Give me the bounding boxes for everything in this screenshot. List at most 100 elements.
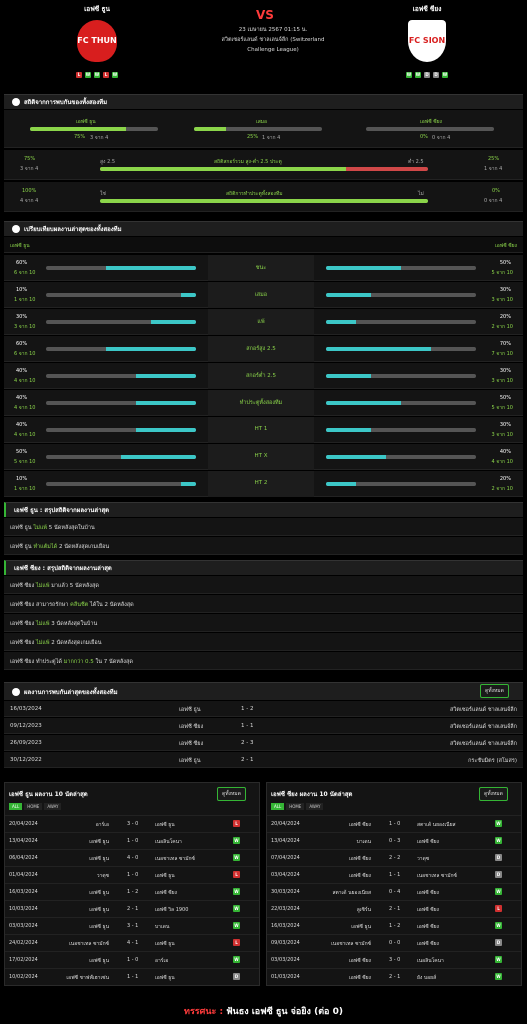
match-home: วาดุซ: [96, 873, 109, 879]
compare-header: เปรียบเทียบผลงานล่าสุดของทั้งสองทีม: [4, 221, 523, 236]
match-row[interactable]: 03/04/2024 เอฟซี ซียง 1 - 1 เนอชาเทล ซามักซ…: [267, 866, 521, 882]
summary-highlight: ไม่แพ้: [35, 640, 50, 646]
summary-text-end: 2 นัดหลังสุดเกมเยือน: [57, 544, 110, 550]
match-home: เอฟซี ธูน: [89, 958, 109, 964]
h2h-result-row[interactable]: 30/12/2022 เอฟซี ธูน 2 - 1 กระชับมิตร (สโมส…: [4, 752, 523, 768]
away-form-badge: W: [415, 72, 421, 78]
h2h-view-all-button[interactable]: ดูทั้งหมด: [480, 684, 509, 698]
summary-text: เอฟซี ซียง: [10, 640, 36, 646]
h2h-result-row[interactable]: 26/09/2023 เอฟซี ซียง 2 - 3 สวิตเซอร์แลนด์ …: [4, 735, 523, 751]
compare-row-mid: ทำประตูทั้งสองทีม: [208, 390, 314, 416]
match-score: 2 - 1: [389, 974, 401, 980]
compare-row: 50% 5 จาก 10 HT X 40% 4 จาก 10: [4, 444, 523, 470]
compare-away-bar: [326, 374, 476, 378]
summary-row: เอฟซี ซียง ไม่แพ้ 3 นัดหลังสุดในบ้าน: [4, 614, 523, 632]
match-away: เนอชาเทล ซามักซ์: [155, 856, 195, 862]
compare-row-mid: ชนะ: [208, 255, 314, 281]
h2h-result-row[interactable]: 09/12/2023 เอฟซี ซียง 1 - 1 สวิตเซอร์แลนด์ …: [4, 718, 523, 734]
compare-home-count: 4 จาก 10: [14, 378, 36, 384]
result-badge: W: [233, 922, 240, 929]
match-away: อาร์เอ: [155, 958, 169, 964]
result-score: 1 - 2: [241, 706, 254, 712]
match-row[interactable]: 06/04/2024 เอฟซี ธูน 4 - 0 เนอชาเทล ซามักซ์…: [5, 849, 259, 865]
match-score: 0 - 4: [389, 889, 401, 895]
match-row[interactable]: 09/03/2024 เนอชาเทล ซามักซ์ 0 - 0 เอฟซี ซีย…: [267, 934, 521, 950]
result-badge: W: [233, 956, 240, 963]
match-row[interactable]: 07/04/2024 เอฟซี ซียง 2 - 2 วาดุซ D: [267, 849, 521, 865]
home-last10-panel: เอฟซี ธูน ผลงาน 10 นัดล่าสุด ดูทั้งหมด A…: [4, 782, 260, 986]
h2h-draw-pct: 25%: [247, 134, 259, 140]
match-row[interactable]: 20/04/2024 เอฟซี ซียง 1 - 0 สตาเด้ นยองเนีย…: [267, 815, 521, 831]
compare-home-count: 1 จาก 10: [14, 297, 36, 303]
match-row[interactable]: 10/02/2024 เอฟซี ชาฟฟ์เฮาเซ่น 1 - 1 เอฟซี ธ…: [5, 968, 259, 984]
match-score: 1 - 1: [389, 872, 401, 878]
compare-away-count: 2 จาก 10: [491, 486, 514, 492]
home-logo-text: FC THUN: [77, 36, 117, 45]
h2h-away-label: เอฟซี ซียง: [420, 119, 442, 125]
tab-all[interactable]: ALL: [9, 803, 23, 810]
match-row[interactable]: 17/02/2024 เอฟซี ธูน 1 - 0 อาร์เอ W: [5, 951, 259, 967]
tab-home[interactable]: HOME: [286, 803, 305, 810]
result-badge: W: [495, 888, 502, 895]
compare-away-bar: [326, 347, 476, 351]
tab-all[interactable]: ALL: [271, 803, 285, 810]
compare-away-bar: [326, 401, 476, 405]
away-last10-view-all-button[interactable]: ดูทั้งหมด: [479, 787, 508, 801]
match-score: 3 - 1: [127, 923, 139, 929]
summary-text-end: 2 นัดหลังสุดเกมเยือน: [49, 640, 102, 646]
home-last10-view-all-button[interactable]: ดูทั้งหมด: [217, 787, 246, 801]
match-row[interactable]: 03/03/2024 เอฟซี ซียง 3 - 0 เนอลินโคนา W: [267, 951, 521, 967]
match-date: 03/03/2024: [9, 923, 38, 929]
match-row[interactable]: 10/03/2024 เอฟซี ธูน 2 - 1 เอฟซี วิล 1900 W: [5, 900, 259, 916]
match-row[interactable]: 03/03/2024 เอฟซี ธูน 3 - 1 บาเดน W: [5, 917, 259, 933]
away-form-badge: D: [424, 72, 430, 78]
match-row[interactable]: 16/03/2024 เอฟซี ธูน 1 - 2 เอฟซี ซียง W: [5, 883, 259, 899]
match-row[interactable]: 20/04/2024 อาร์เอ 3 - 0 เอฟซี ธูน L: [5, 815, 259, 831]
match-away: เอฟซี ซียง: [417, 924, 439, 930]
result-badge: W: [233, 905, 240, 912]
result-date: 26/09/2023: [10, 740, 42, 746]
prediction-prefix: ทรรศนะ :: [184, 1007, 227, 1017]
tab-home[interactable]: HOME: [24, 803, 43, 810]
h2h-result-row[interactable]: 16/03/2024 เอฟซี ธูน 1 - 2 สวิตเซอร์แลนด์ ช…: [4, 701, 523, 717]
summary-text-end: มาแล้ว 5 นัดหลังสุด: [49, 583, 99, 589]
compare-home-pct: 30%: [16, 314, 28, 320]
summary-highlight: ไม่แพ้: [33, 525, 47, 531]
match-row[interactable]: 01/04/2024 วาดุซ 1 - 0 เอฟซี ธูน L: [5, 866, 259, 882]
away-summary-title: เอฟซี ซียง : สรุปสถิติจากผลงานล่าสุด: [14, 565, 112, 572]
away-team-name: เอฟซี ซียง: [412, 5, 442, 13]
result-badge: W: [495, 956, 502, 963]
away-form-badge: W: [406, 72, 412, 78]
match-score: 1 - 0: [127, 838, 139, 844]
tab-away[interactable]: AWAY: [44, 803, 62, 810]
match-home: เอฟซี ซียง: [349, 958, 371, 964]
away-summary-header: เอฟซี ซียง : สรุปสถิติจากผลงานล่าสุด: [4, 560, 523, 575]
match-score: 1 - 2: [389, 923, 401, 929]
compare-away-pct: 20%: [499, 314, 511, 320]
compare-away-bar-fill: [326, 428, 371, 432]
match-row[interactable]: 13/04/2024 เอฟซี ธูน 1 - 0 เนอลินโคนา W: [5, 832, 259, 848]
home-last10-tabs: ALL HOME AWAY: [9, 803, 62, 810]
match-score: 0 - 0: [389, 940, 401, 946]
result-date: 09/12/2023: [10, 723, 42, 729]
match-row[interactable]: 24/02/2024 เนอชาเทล ซามักซ์ 4 - 1 เอฟซี ธูน…: [5, 934, 259, 950]
compare-home-bar: [46, 266, 196, 270]
match-row[interactable]: 13/04/2024 บาเดน 0 - 3 เอฟซี ซียง W: [267, 832, 521, 848]
tab-away[interactable]: AWAY: [306, 803, 324, 810]
compare-home-bar: [46, 455, 196, 459]
match-row[interactable]: 16/03/2024 เอฟซี ธูน 1 - 2 เอฟซี ซียง W: [267, 917, 521, 933]
compare-home-bar-fill: [181, 293, 196, 297]
match-home: เอฟซี ธูน: [89, 924, 109, 930]
away-last10-panel: เอฟซี ซียง ผลงาน 10 นัดล่าสุด ดูทั้งหมด …: [266, 782, 522, 986]
match-row[interactable]: 01/03/2024 เอฟซี ซียง 2 - 1 ยัง บอยส์ W: [267, 968, 521, 984]
home-form-badge: L: [76, 72, 82, 78]
compare-away-bar: [326, 320, 476, 324]
match-row[interactable]: 22/03/2024 ลูเซิร์น 2 - 1 เอฟซี ซียง L: [267, 900, 521, 916]
match-row[interactable]: 30/03/2024 สตาเด้ นยองเนียส 0 - 4 เอฟซี ซีย…: [267, 883, 521, 899]
compare-home-bar: [46, 401, 196, 405]
result-badge: D: [233, 973, 240, 980]
